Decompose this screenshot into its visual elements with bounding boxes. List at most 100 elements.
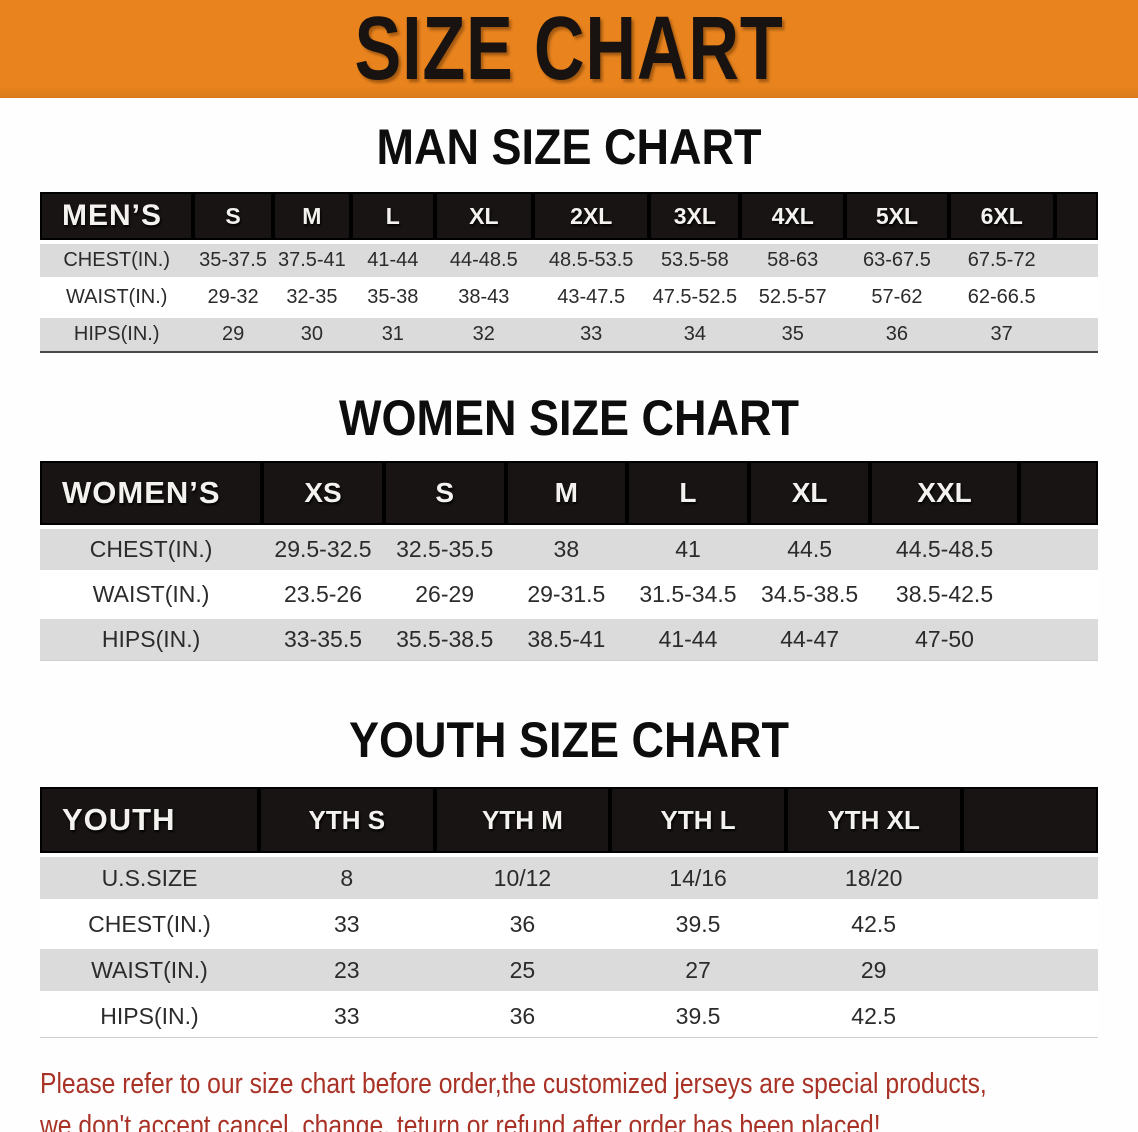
size-value: 31.5-34.5 bbox=[627, 570, 749, 615]
size-value: 35-37.5 bbox=[193, 240, 273, 277]
size-value: 26-29 bbox=[383, 570, 506, 615]
size-value: 58-63 bbox=[740, 240, 846, 277]
size-column-header: YTH S bbox=[259, 787, 435, 853]
size-value: 33 bbox=[259, 991, 435, 1037]
size-value: 29-31.5 bbox=[505, 570, 628, 615]
size-value: 29 bbox=[785, 945, 962, 991]
size-value: 44-48.5 bbox=[434, 240, 533, 277]
measurement-row: CHEST(IN.) 29.5-32.5 32.5-35.5 38 41 44.5 44.5… bbox=[40, 525, 1098, 570]
women-heading: WOMEN SIZE CHART bbox=[339, 390, 799, 446]
size-value: 35.5-38.5 bbox=[383, 615, 506, 660]
size-value: 48.5-53.5 bbox=[533, 240, 650, 277]
size-value: 44.5 bbox=[748, 525, 871, 570]
size-header-row: YOUTH YTH S YTH M YTH L YTH XL bbox=[40, 787, 1098, 853]
header-spacer-cell bbox=[961, 787, 1098, 853]
size-value: 44-47 bbox=[748, 615, 871, 660]
size-value: 10/12 bbox=[434, 853, 611, 899]
youth-group-label: YOUTH bbox=[40, 787, 259, 853]
women-size-table: WOMEN’S XS S M L XL XXL CHEST(IN.) 29.5-32.5 32.5… bbox=[40, 461, 1098, 661]
size-value: 25 bbox=[434, 945, 611, 991]
size-value: 8 bbox=[259, 853, 435, 899]
size-column-header: L bbox=[351, 192, 435, 240]
size-column-header: 2XL bbox=[533, 192, 650, 240]
size-value: 36 bbox=[845, 314, 949, 351]
size-column-header: YTH L bbox=[610, 787, 786, 853]
size-value: 42.5 bbox=[785, 899, 962, 945]
banner-title: SIZE CHART bbox=[354, 0, 784, 99]
size-column-header: XL bbox=[748, 461, 871, 525]
size-header-row: MEN’S S M L XL 2XL 3XL 4XL 5XL 6XL bbox=[40, 192, 1098, 240]
size-column-header: S bbox=[193, 192, 273, 240]
size-value: 35-38 bbox=[351, 277, 435, 314]
size-column-header: XXL bbox=[870, 461, 1019, 525]
footnote-line1: Please refer to our size chart before or… bbox=[40, 1068, 987, 1100]
header-spacer-cell bbox=[1018, 461, 1098, 525]
youth-size-table: YOUTH YTH S YTH M YTH L YTH XL U.S.SIZE 8 10/12… bbox=[40, 787, 1098, 1038]
size-value: 37.5-41 bbox=[272, 240, 352, 277]
size-value: 47.5-52.5 bbox=[649, 277, 741, 314]
size-value: 33-35.5 bbox=[262, 615, 384, 660]
row-spacer-cell bbox=[1054, 277, 1098, 314]
size-value: 39.5 bbox=[610, 899, 786, 945]
size-value: 38.5-42.5 bbox=[870, 570, 1019, 615]
size-column-header: 3XL bbox=[649, 192, 741, 240]
size-value: 29 bbox=[193, 314, 273, 351]
size-value: 36 bbox=[434, 899, 611, 945]
men-heading: MAN SIZE CHART bbox=[376, 119, 762, 175]
footnote: Please refer to our size chart before or… bbox=[40, 1063, 987, 1132]
size-column-header: YTH M bbox=[434, 787, 611, 853]
row-spacer-cell bbox=[1018, 525, 1098, 570]
size-value: 14/16 bbox=[610, 853, 786, 899]
size-value: 32-35 bbox=[272, 277, 352, 314]
measurement-row: HIPS(IN.) 33-35.5 35.5-38.5 38.5-41 41-44 44-… bbox=[40, 615, 1098, 660]
row-spacer-cell bbox=[961, 853, 1098, 899]
row-label: U.S.SIZE bbox=[40, 853, 259, 899]
size-value: 29-32 bbox=[193, 277, 273, 314]
size-column-header: M bbox=[505, 461, 628, 525]
row-label: CHEST(IN.) bbox=[40, 899, 259, 945]
men-section: MAN SIZE CHART MEN’S S M L XL 2XL 3XL 4XL 5XL 6XL… bbox=[0, 120, 1138, 353]
row-label: HIPS(IN.) bbox=[40, 991, 259, 1037]
measurement-row: WAIST(IN.) 29-32 32-35 35-38 38-43 43-47.5 47.… bbox=[40, 277, 1098, 314]
measurement-row: WAIST(IN.) 23 25 27 29 bbox=[40, 945, 1098, 991]
size-column-header: YTH XL bbox=[785, 787, 962, 853]
size-value: 23.5-26 bbox=[262, 570, 384, 615]
size-value: 33 bbox=[259, 899, 435, 945]
size-value: 35 bbox=[740, 314, 846, 351]
measurement-row: WAIST(IN.) 23.5-26 26-29 29-31.5 31.5-34.5 34… bbox=[40, 570, 1098, 615]
banner: SIZE CHART bbox=[0, 0, 1138, 98]
measurement-row: CHEST(IN.) 35-37.5 37.5-41 41-44 44-48.5 48.5… bbox=[40, 240, 1098, 277]
row-spacer-cell bbox=[961, 945, 1098, 991]
row-label: CHEST(IN.) bbox=[40, 525, 263, 570]
size-column-header: XL bbox=[434, 192, 533, 240]
size-value: 33 bbox=[533, 314, 650, 351]
size-value: 38-43 bbox=[434, 277, 533, 314]
measurement-row: U.S.SIZE 8 10/12 14/16 18/20 bbox=[40, 853, 1098, 899]
row-label: CHEST(IN.) bbox=[40, 240, 194, 277]
row-label: WAIST(IN.) bbox=[40, 945, 259, 991]
measurement-row: CHEST(IN.) 33 36 39.5 42.5 bbox=[40, 899, 1098, 945]
size-value: 57-62 bbox=[845, 277, 949, 314]
size-column-header: 5XL bbox=[845, 192, 949, 240]
size-value: 38 bbox=[505, 525, 628, 570]
size-value: 31 bbox=[351, 314, 435, 351]
measurement-row: HIPS(IN.) 33 36 39.5 42.5 bbox=[40, 991, 1098, 1037]
row-spacer-cell bbox=[961, 899, 1098, 945]
row-spacer-cell bbox=[1054, 240, 1098, 277]
row-label: HIPS(IN.) bbox=[40, 615, 263, 660]
size-value: 18/20 bbox=[785, 853, 962, 899]
size-value: 53.5-58 bbox=[649, 240, 741, 277]
size-column-header: XS bbox=[262, 461, 384, 525]
size-value: 32.5-35.5 bbox=[383, 525, 506, 570]
size-value: 47-50 bbox=[870, 615, 1019, 660]
size-value: 27 bbox=[610, 945, 786, 991]
size-value: 30 bbox=[272, 314, 352, 351]
women-section: WOMEN SIZE CHART WOMEN’S XS S M L XL XXL CHEST(… bbox=[0, 391, 1138, 661]
youth-section: YOUTH SIZE CHART YOUTH YTH S YTH M YTH L YTH… bbox=[0, 713, 1138, 1038]
size-value: 42.5 bbox=[785, 991, 962, 1037]
size-value: 23 bbox=[259, 945, 435, 991]
size-value: 63-67.5 bbox=[845, 240, 949, 277]
row-label: HIPS(IN.) bbox=[40, 314, 194, 351]
size-column-header: L bbox=[627, 461, 749, 525]
